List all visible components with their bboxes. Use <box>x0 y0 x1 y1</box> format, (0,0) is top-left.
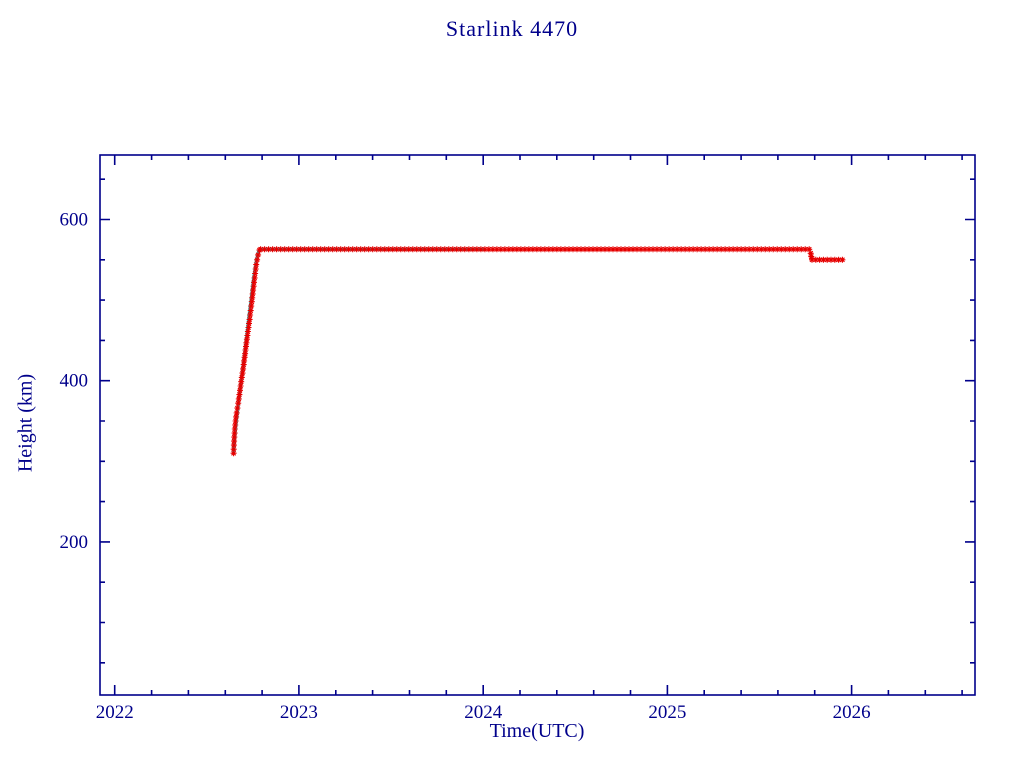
x-axis-label: Time(UTC) <box>489 720 585 742</box>
x-tick-label: 2024 <box>464 702 503 723</box>
x-tick-label: 2023 <box>280 702 318 723</box>
axis-ticks <box>100 155 975 695</box>
observed-height-markers <box>230 246 846 457</box>
chart-title: Starlink 4470 <box>445 16 579 41</box>
y-tick-label: 200 <box>60 532 89 553</box>
smoothed-track-line <box>232 247 485 455</box>
x-tick-label: 2025 <box>648 702 686 723</box>
x-tick-label: 2022 <box>96 702 134 723</box>
y-tick-label: 600 <box>60 210 89 231</box>
axis-box <box>99 154 976 696</box>
x-tick-label: 2026 <box>833 702 871 723</box>
y-tick-label: 400 <box>60 371 89 392</box>
